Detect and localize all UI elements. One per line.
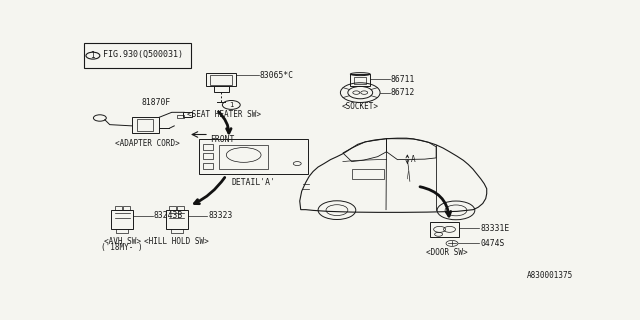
Text: A830001375: A830001375 [527,271,573,280]
Bar [111,210,133,229]
Text: 86711: 86711 [391,75,415,84]
Bar [350,74,370,86]
Bar [207,73,236,86]
Bar [177,206,184,210]
Bar [115,206,122,210]
Bar [355,76,366,84]
Text: <AVH SW>: <AVH SW> [104,237,141,246]
Text: FIG.930(Q500031): FIG.930(Q500031) [103,51,183,60]
Bar [203,163,213,169]
Bar [214,86,229,92]
Text: A: A [412,155,416,164]
Text: 1: 1 [90,51,95,60]
Text: <SOCKET>: <SOCKET> [342,102,379,111]
Text: FRONT: FRONT [210,135,234,144]
Text: <SEAT HEATER SW>: <SEAT HEATER SW> [187,110,261,119]
Text: 83323: 83323 [209,211,233,220]
Bar [132,117,159,133]
Text: <DOOR SW>: <DOOR SW> [426,248,468,257]
Bar [137,119,153,131]
Bar [203,144,213,150]
Text: 0474S: 0474S [480,239,505,248]
Bar [211,75,232,85]
Bar [199,140,308,174]
Text: 1: 1 [229,102,234,108]
Bar [166,210,188,229]
Text: 83243B: 83243B [154,211,183,220]
Bar [169,206,176,210]
Bar [203,153,213,159]
Text: <ADAPTER CORD>: <ADAPTER CORD> [115,139,179,148]
Bar [177,115,184,118]
Text: ('18MY- ): ('18MY- ) [101,243,143,252]
Text: 83065*C: 83065*C [260,71,294,80]
Bar [183,112,192,116]
Text: 86712: 86712 [391,88,415,97]
Text: <HILL HOLD SW>: <HILL HOLD SW> [145,237,209,246]
Text: DETAIL'A': DETAIL'A' [232,178,276,187]
Bar [219,145,269,169]
Text: 81870F: 81870F [142,98,172,107]
Text: 83331E: 83331E [480,224,509,233]
Bar [123,206,129,210]
Bar [429,222,460,237]
Bar [352,169,384,179]
Bar [84,43,191,68]
